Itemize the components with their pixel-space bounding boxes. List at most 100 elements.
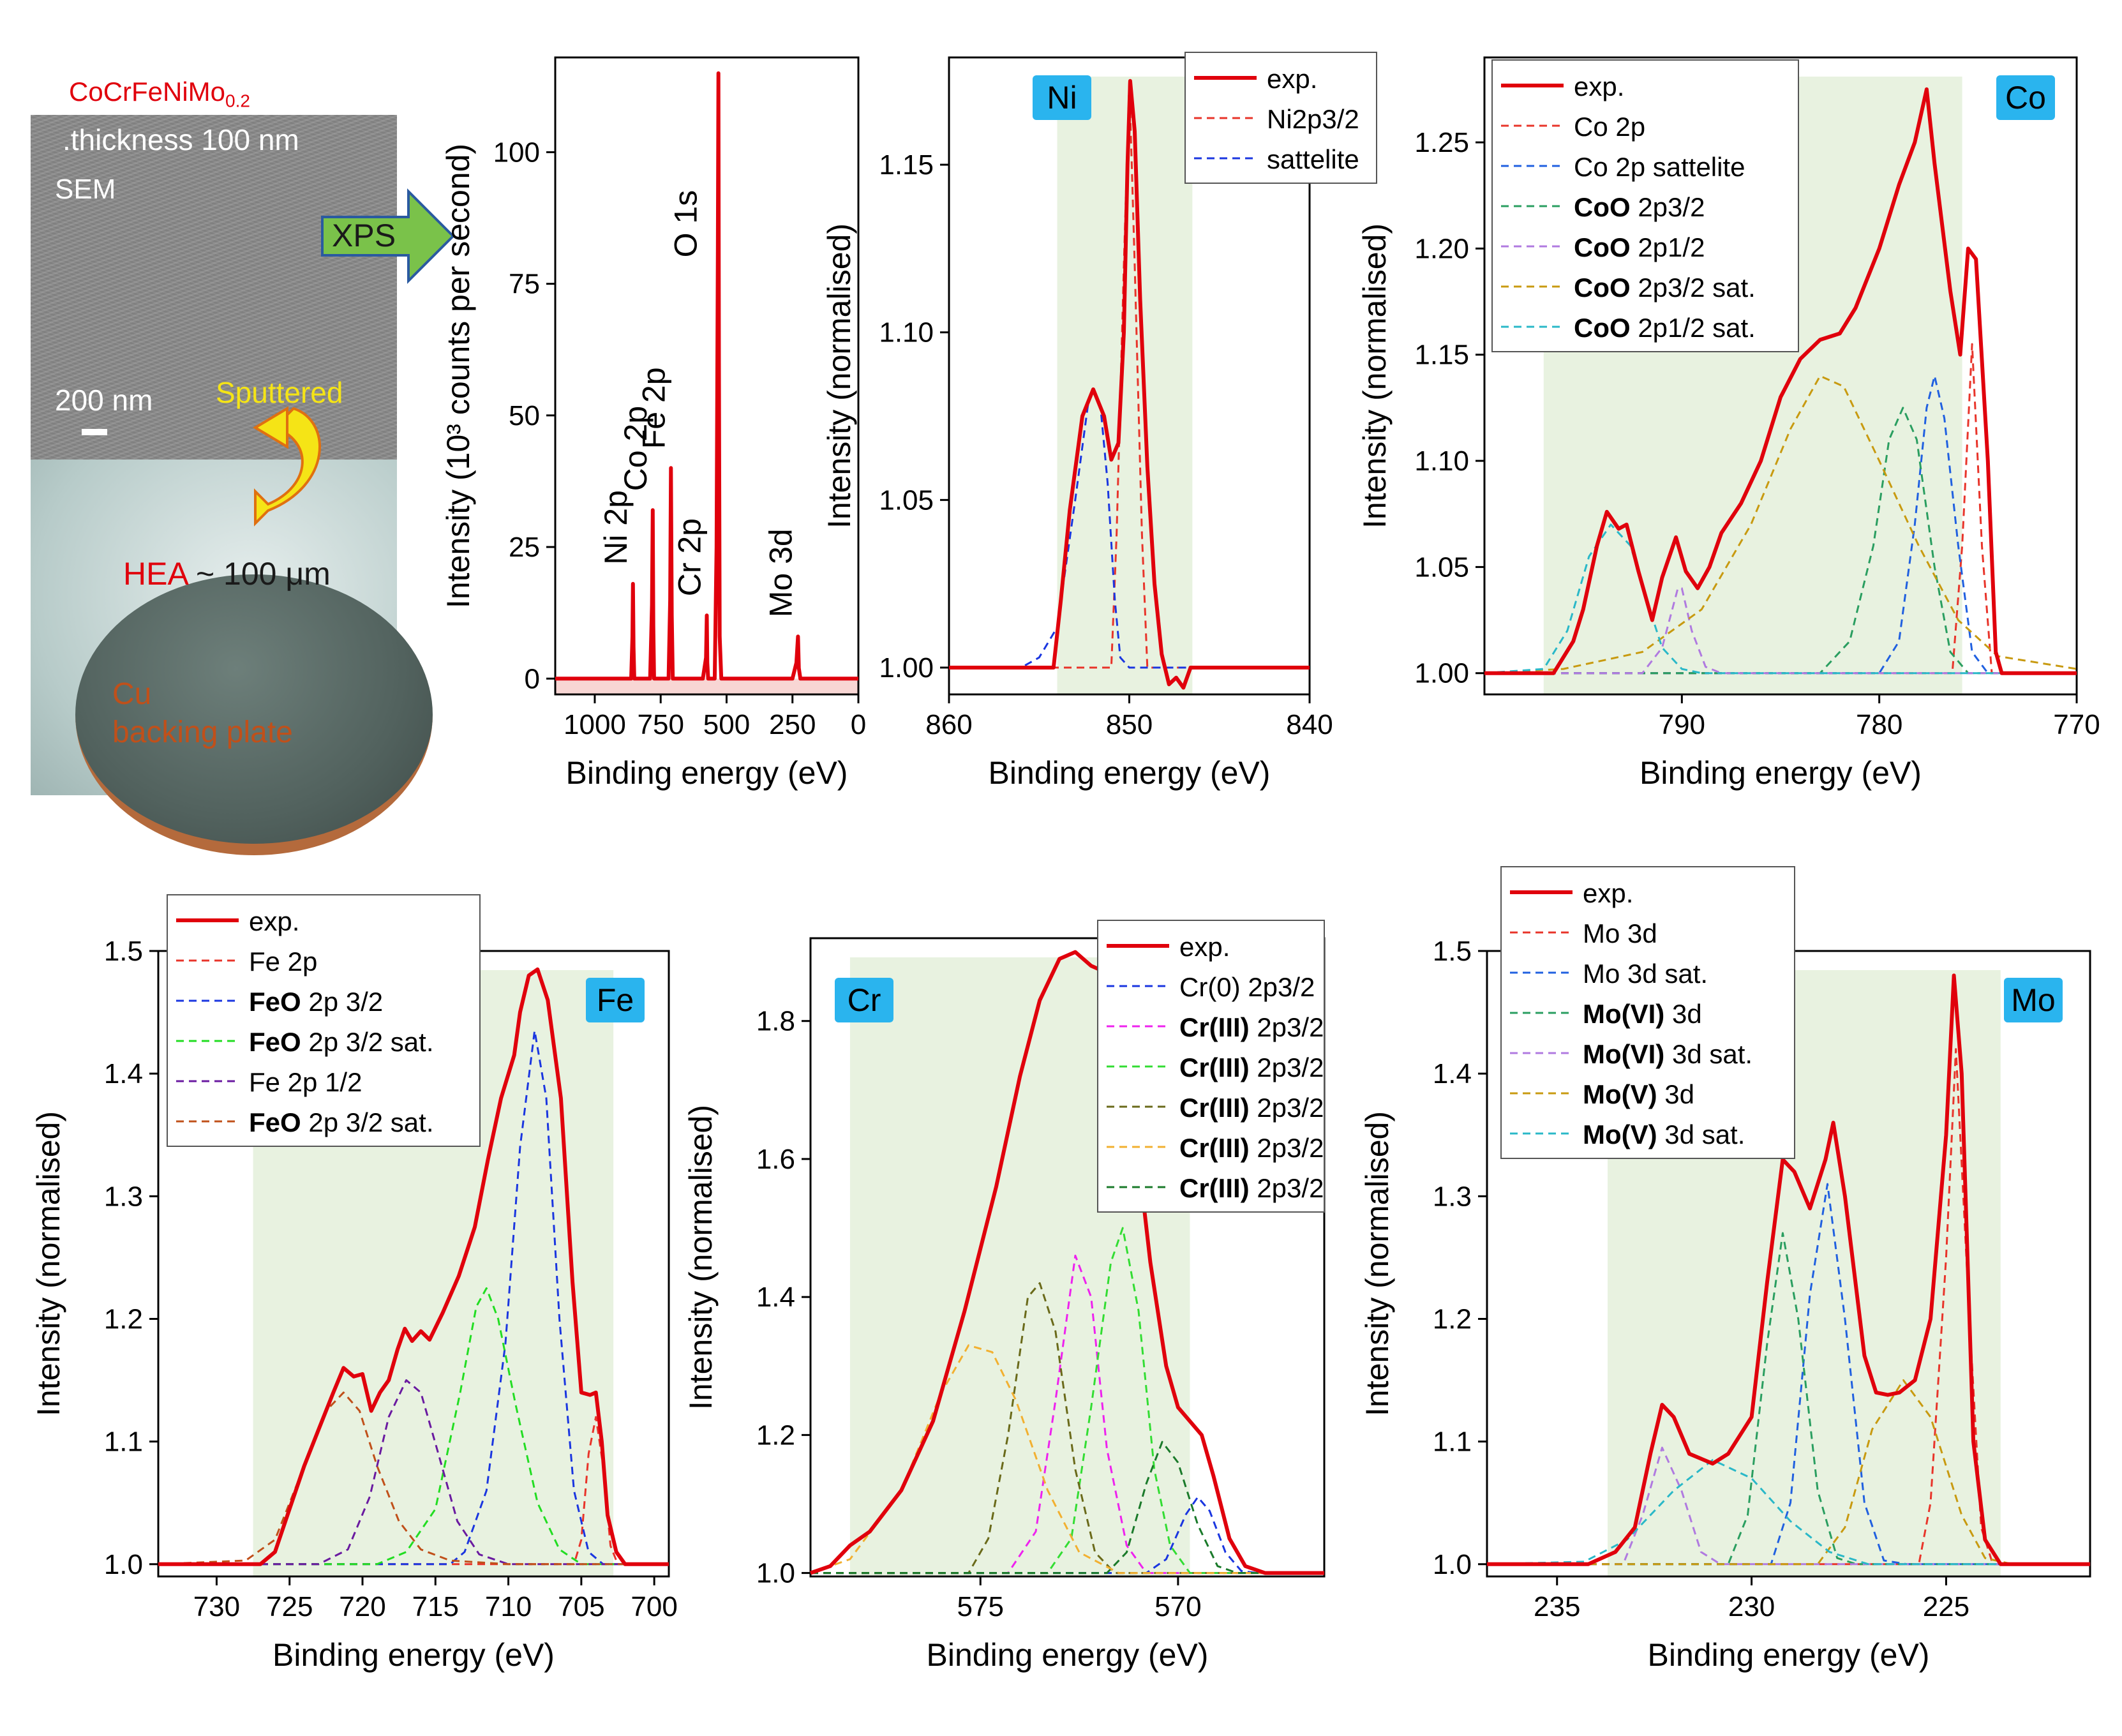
legend-entry-rest: 2p 3/2 sat. — [301, 1107, 434, 1137]
y-axis-label: Intensity (normalised) — [821, 223, 857, 528]
element-badge-label: Mo — [2011, 982, 2055, 1018]
chart-ni: 860 850 840 1.00 1.05 1.10 1.15 Binding energy … — [821, 52, 1377, 791]
legend-box — [167, 894, 481, 1147]
x-tick-label: 725 — [266, 1591, 313, 1622]
x-tick-label: 720 — [339, 1591, 385, 1622]
series-line — [1484, 375, 2077, 675]
legend-entry: Fe 2p — [249, 947, 317, 976]
y-tick-label: 1.3 — [1433, 1181, 1472, 1212]
x-tick-label: 730 — [193, 1591, 240, 1622]
legend-entry-bold: FeO — [249, 1107, 301, 1137]
y-tick-label: 1.25 — [1414, 127, 1469, 158]
y-tick-label: 1.5 — [1433, 936, 1472, 967]
sputtered-arrow-icon — [254, 407, 321, 527]
y-tick-label: 1.15 — [879, 149, 934, 181]
y-tick-label: 1.0 — [1433, 1549, 1472, 1580]
series-line — [158, 1391, 669, 1566]
hea-label-group: HEA ~ 100 μm — [123, 555, 331, 592]
y-tick-label: 1.4 — [1433, 1058, 1472, 1089]
chart-mo: 235 230 225 1.0 1.1 1.2 1.3 1.4 1.5 Binding energ… — [1359, 866, 2091, 1673]
legend-entry: CoO 2p3/2 — [1574, 192, 1705, 222]
legend-entry: Cr(III) 2p3/2 — [1179, 1052, 1324, 1082]
x-tick-label: 860 — [925, 709, 972, 740]
element-badge — [586, 978, 645, 1022]
x-tick-label: 500 — [703, 709, 750, 740]
legend-entry-rest: 3d sat. — [1657, 1119, 1745, 1149]
legend-entry-bold: Cr(III) — [1179, 1052, 1250, 1082]
sample-photo-panel: CoCrFeNiMo0.2 .thickness 100 nm SEM 200 … — [31, 77, 433, 855]
legend-entry: Mo 3d sat. — [1583, 959, 1708, 989]
shaded-region — [1057, 77, 1193, 694]
legend-entry: Cr(III) 2p3/2 — [1179, 1012, 1324, 1042]
legend-entry: FeO 2p 3/2 — [249, 987, 383, 1017]
legend-entry: CoO 2p3/2 sat. — [1574, 273, 1756, 303]
legend-entry-rest: 2p3/2 — [1250, 1173, 1324, 1203]
legend: exp. Ni2p3/2 sattelite — [1184, 52, 1377, 184]
series-line — [811, 1282, 1324, 1575]
y-tick-label: 75 — [509, 269, 540, 300]
x-axis-label: Binding energy (eV) — [927, 1637, 1209, 1673]
series-line — [1487, 973, 2090, 1566]
legend-entry-rest: 3d — [1657, 1079, 1694, 1109]
x-tick-label: 1000 — [564, 709, 626, 740]
series-line — [158, 1287, 669, 1566]
legend-entry-bold: Cr(III) — [1179, 1173, 1250, 1203]
legend-entry-bold: Mo(VI) — [1583, 999, 1664, 1029]
element-badge-label: Fe — [597, 982, 634, 1018]
x-tick-label: 840 — [1286, 709, 1333, 740]
legend-entry-rest: 3d sat. — [1664, 1039, 1752, 1069]
series-line — [158, 967, 669, 1566]
x-axis-label: Binding energy (eV) — [989, 755, 1271, 791]
legend-entry: Mo(V) 3d — [1583, 1079, 1694, 1109]
legend-entry: exp. — [1179, 932, 1230, 962]
series-line — [949, 80, 1310, 669]
legend-entry: exp. — [1574, 71, 1624, 101]
x-tick-label: 715 — [412, 1591, 459, 1622]
y-axis-label: Intensity (normalised) — [683, 1105, 719, 1410]
series-line — [949, 388, 1310, 669]
x-tick-label: 705 — [558, 1591, 604, 1622]
series-line — [1487, 1048, 2090, 1566]
peak-label: Mo 3d — [763, 528, 798, 617]
hea-size-label: ~ 100 μm — [195, 556, 331, 592]
x-tick-label: 570 — [1154, 1591, 1201, 1622]
y-tick-label: 1.1 — [104, 1426, 143, 1458]
x-tick-label: 790 — [1659, 709, 1705, 740]
legend-entry-bold: CoO — [1574, 273, 1631, 303]
peak-label: Fe 2p — [636, 367, 672, 449]
y-tick-label: 1.2 — [104, 1303, 143, 1335]
axes-frame — [809, 937, 1326, 1578]
y-axis-label: Intensity (normalised) — [1359, 1111, 1395, 1416]
y-tick-label: 1.15 — [1414, 340, 1469, 371]
legend-entry: FeO 2p 3/2 sat. — [249, 1027, 434, 1057]
series-line — [1484, 407, 2077, 675]
legend-entry-bold: Cr(III) — [1179, 1012, 1250, 1042]
chart-fe: 730 725 720 715 710 705 700 1.0 1.1 1.2 1.3 1.4 1.5 B… — [31, 894, 678, 1673]
y-tick-label: 0 — [525, 663, 540, 694]
legend-entry-bold: Mo(V) — [1583, 1119, 1657, 1149]
x-tick-label: 770 — [2053, 709, 2100, 740]
y-tick-label: 1.05 — [1414, 551, 1469, 583]
y-tick-label: 1.5 — [104, 936, 143, 967]
y-tick-label: 1.2 — [1433, 1303, 1472, 1335]
sem-thickness-label: .thickness 100 nm — [63, 123, 299, 156]
element-badge — [1996, 75, 2055, 120]
legend-entry: Fe 2p 1/2 — [249, 1067, 362, 1097]
legend-entry: FeO 2p 3/2 sat. — [249, 1107, 434, 1137]
xps-arrow-label: XPS — [332, 218, 396, 253]
legend-entry-bold: CoO — [1574, 313, 1631, 343]
y-tick-label: 1.00 — [879, 652, 934, 684]
y-tick-label: 1.0 — [104, 1549, 143, 1580]
peak-label: Co 2p — [618, 406, 654, 491]
legend-entry: CoO 2p1/2 — [1574, 232, 1705, 262]
legend-entry-bold: FeO — [249, 987, 301, 1017]
x-axis-label: Binding energy (eV) — [1648, 1637, 1930, 1673]
series-line — [1487, 1183, 2090, 1566]
y-tick-label: 1.10 — [1414, 445, 1469, 477]
chart-survey: 1000 750 500 250 0 0 25 50 75 100 Binding energy (… — [440, 56, 866, 791]
series-line — [949, 79, 1310, 690]
scale-bar-label: 200 nm — [55, 384, 153, 417]
element-badge-label: Cr — [848, 982, 881, 1018]
